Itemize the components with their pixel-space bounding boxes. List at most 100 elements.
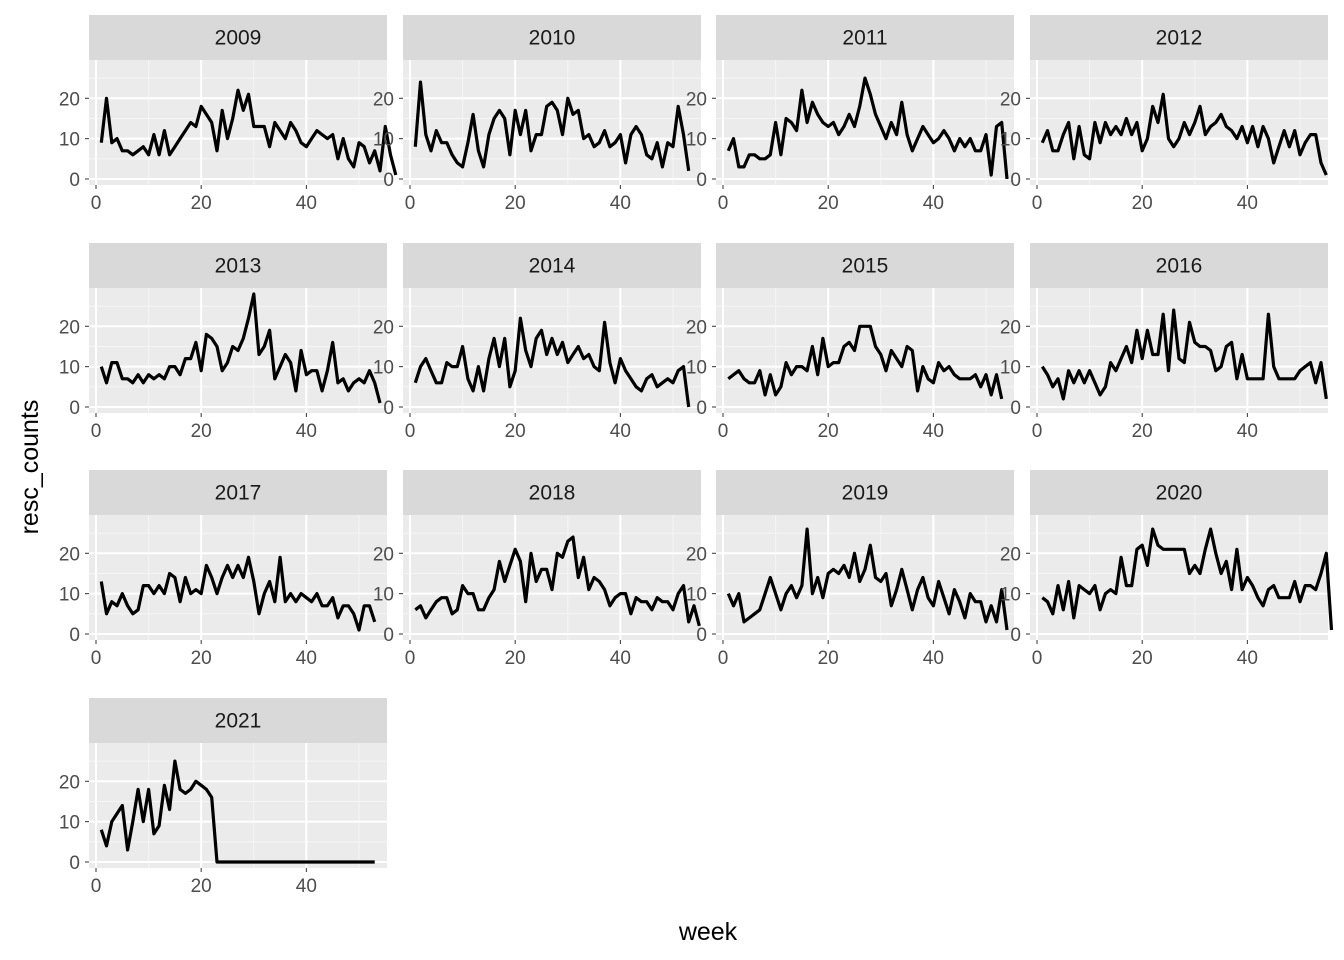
facet-strip-label: 2020 xyxy=(1156,482,1203,505)
y-axis-title: resc_counts xyxy=(16,400,44,535)
facet-strip-label: 2012 xyxy=(1156,27,1203,50)
x-tick-label: 0 xyxy=(718,421,729,442)
facet-panel: 2010 0 10 20 0 20 40 xyxy=(373,15,701,214)
y-tick-label: 10 xyxy=(59,813,80,834)
series-line xyxy=(413,316,691,408)
series-line xyxy=(726,527,1009,631)
facet-panel: 2018 0 10 20 0 20 40 xyxy=(373,470,701,669)
y-tick-label: 10 xyxy=(59,358,80,379)
plot-panel xyxy=(1030,515,1328,640)
x-tick-label: 20 xyxy=(191,421,212,442)
facet-strip xyxy=(403,243,701,288)
y-tick-label: 0 xyxy=(69,625,80,646)
x-tick-label: 40 xyxy=(610,648,631,669)
plot-panel xyxy=(403,515,701,640)
series-line xyxy=(1040,92,1328,176)
series-line xyxy=(99,759,375,864)
y-tick-label: 10 xyxy=(373,585,394,606)
facet-panel: 2013 0 10 20 0 20 40 xyxy=(59,243,387,442)
y-tick-label: 0 xyxy=(69,853,80,874)
facet-panel: 2014 0 10 20 0 20 40 xyxy=(373,243,701,442)
x-tick-label: 20 xyxy=(191,193,212,214)
facet-strip xyxy=(89,243,387,288)
facet-strip-label: 2011 xyxy=(842,27,887,50)
facet-panel: 2021 0 10 20 0 20 40 xyxy=(59,698,387,897)
facet-strip xyxy=(716,470,1014,515)
facet-panel: 2009 0 10 20 0 20 40 xyxy=(59,15,398,214)
x-tick-label: 20 xyxy=(818,648,839,669)
y-tick-label: 0 xyxy=(1010,170,1021,191)
x-tick-label: 0 xyxy=(1032,421,1043,442)
facet-panel: 2016 0 10 20 0 20 40 xyxy=(1000,243,1328,442)
series-line xyxy=(413,80,691,172)
x-tick-label: 0 xyxy=(1032,193,1043,214)
y-tick-label: 0 xyxy=(696,398,707,419)
y-tick-label: 10 xyxy=(59,130,80,151)
x-tick-label: 40 xyxy=(610,193,631,214)
x-tick-label: 20 xyxy=(191,648,212,669)
y-tick-label: 0 xyxy=(383,625,394,646)
series-line xyxy=(726,76,1009,180)
y-tick-label: 10 xyxy=(686,358,707,379)
x-tick-label: 0 xyxy=(405,193,416,214)
y-tick-label: 10 xyxy=(686,130,707,151)
y-tick-label: 10 xyxy=(1000,130,1021,151)
x-tick-label: 40 xyxy=(923,421,944,442)
facet-panel: 2012 0 10 20 0 20 40 xyxy=(1000,15,1328,214)
x-tick-label: 0 xyxy=(91,648,102,669)
plot-panel xyxy=(716,515,1014,640)
x-tick-label: 0 xyxy=(91,193,102,214)
y-tick-label: 20 xyxy=(59,317,80,338)
y-tick-label: 20 xyxy=(1000,317,1021,338)
x-tick-label: 40 xyxy=(296,193,317,214)
series-line xyxy=(1041,527,1334,631)
facet-strip-label: 2017 xyxy=(215,482,262,505)
facet-strip xyxy=(716,15,1014,60)
y-tick-label: 20 xyxy=(1000,544,1021,565)
x-tick-label: 40 xyxy=(923,648,944,669)
facet-strip-label: 2013 xyxy=(215,255,262,278)
facet-panel: 2011 0 10 20 0 20 40 xyxy=(686,15,1014,214)
y-tick-label: 20 xyxy=(59,89,80,110)
x-tick-label: 20 xyxy=(505,648,526,669)
facet-strip-label: 2019 xyxy=(842,482,889,505)
facet-strip-label: 2009 xyxy=(215,27,262,50)
x-tick-label: 20 xyxy=(818,193,839,214)
y-tick-label: 10 xyxy=(1000,358,1021,379)
x-tick-label: 20 xyxy=(818,421,839,442)
y-tick-label: 20 xyxy=(686,544,707,565)
x-tick-label: 20 xyxy=(505,193,526,214)
facet-strip xyxy=(89,15,387,60)
x-tick-label: 0 xyxy=(91,421,102,442)
y-tick-label: 10 xyxy=(373,130,394,151)
series-line xyxy=(727,324,1004,400)
x-axis-title: week xyxy=(678,918,738,946)
facet-strip xyxy=(89,698,387,743)
facet-strip xyxy=(403,470,701,515)
y-tick-label: 20 xyxy=(686,89,707,110)
y-tick-label: 10 xyxy=(686,585,707,606)
x-tick-label: 40 xyxy=(296,876,317,897)
series-line xyxy=(414,535,701,627)
plot-panel xyxy=(89,743,387,868)
x-tick-label: 40 xyxy=(296,421,317,442)
plot-panel xyxy=(89,60,387,185)
x-tick-label: 20 xyxy=(1132,421,1153,442)
plot-panel xyxy=(89,515,387,640)
facet-panel: 2019 0 10 20 0 20 40 xyxy=(686,470,1014,669)
x-tick-label: 20 xyxy=(191,876,212,897)
y-tick-label: 0 xyxy=(383,170,394,191)
facet-strip xyxy=(403,15,701,60)
x-tick-label: 0 xyxy=(405,648,416,669)
x-tick-label: 20 xyxy=(1132,648,1153,669)
x-tick-label: 40 xyxy=(923,193,944,214)
x-tick-label: 40 xyxy=(296,648,317,669)
y-tick-label: 0 xyxy=(696,625,707,646)
x-tick-label: 20 xyxy=(1132,193,1153,214)
y-tick-label: 0 xyxy=(696,170,707,191)
y-tick-label: 10 xyxy=(373,358,394,379)
x-tick-label: 40 xyxy=(610,421,631,442)
facet-strip xyxy=(1030,15,1328,60)
x-tick-label: 20 xyxy=(505,421,526,442)
